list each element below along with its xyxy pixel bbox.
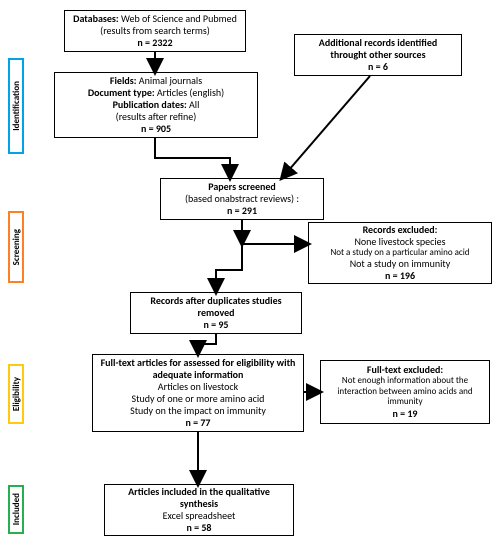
stage-eligibility: Eligibility	[8, 364, 24, 424]
box-screened: Papers screened (based onabstract review…	[160, 178, 324, 220]
box-included: Articles included in the qualitative syn…	[104, 484, 294, 536]
box-databases: Databases: Web of Science and Pubmed (re…	[64, 10, 246, 52]
stage-label: Screening	[11, 229, 22, 265]
stage-label: Eligibility	[11, 377, 22, 411]
stage-screening: Screening	[8, 211, 24, 283]
box-additional: Additional records identified throught o…	[294, 34, 462, 76]
stage-label: Included	[11, 493, 22, 525]
box-fulltext-excluded: Full-text excluded: Not enough informati…	[320, 360, 490, 424]
box-dedup: Records after duplicates studies removed…	[130, 292, 302, 334]
stage-label: Identification	[11, 81, 22, 131]
box-fields: Fields: Animal journalsDocument type: Ar…	[54, 72, 258, 138]
stage-identification: Identification	[8, 58, 24, 154]
stage-included: Included	[8, 485, 24, 534]
box-records-excluded: Records excluded: None livestock species…	[308, 222, 492, 284]
box-fulltext: Full-text articles for assessed for elig…	[92, 354, 304, 432]
